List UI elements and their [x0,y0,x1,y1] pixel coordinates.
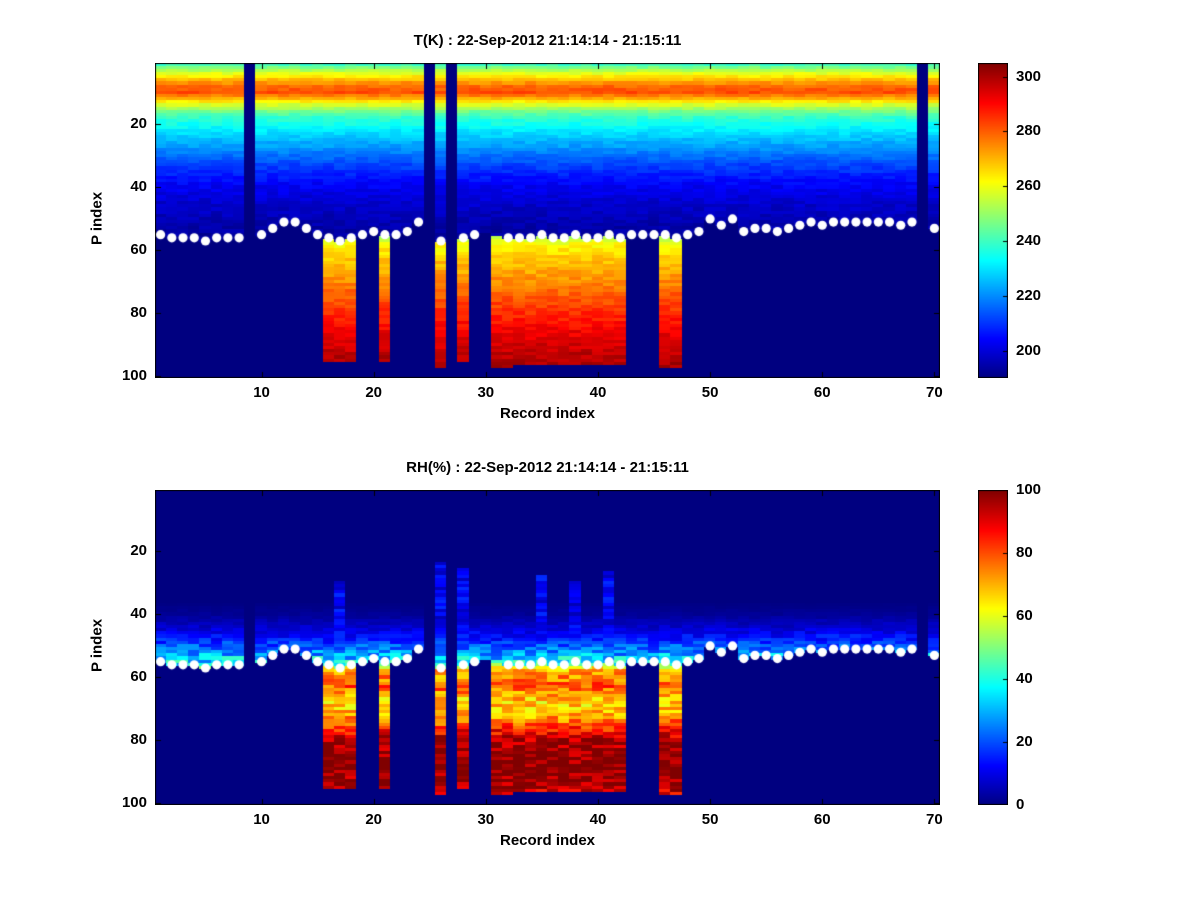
temperature-y-tick-label: 40 [130,178,147,196]
temperature-colorbar-tick-label: 260 [1016,177,1042,195]
humidity-heatmap-canvas [155,490,940,805]
relative_humidity-y-tick-label: 100 [121,794,147,812]
temperature-x-tick-label: 40 [589,384,607,401]
temperature-colorbar-tick-label: 300 [1016,67,1042,85]
relative_humidity-x-tick-label: 40 [589,811,607,828]
temperature-colorbar-tick-label: 200 [1016,341,1042,359]
temperature-xlabel: Record index [499,405,596,422]
humidity-title: RH(%) : 22-Sep-2012 21:14:14 - 21:15:11 [406,459,689,476]
temperature-ylabel: P index [88,191,106,246]
relative_humidity-colorbar-tick-label: 100 [1016,481,1042,498]
relative_humidity-colorbar-tick-label: 0 [1016,796,1025,813]
temperature-colorbar-tick-label: 220 [1016,286,1042,304]
temperature-x-tick-label: 10 [253,384,270,401]
temperature-heatmap-canvas [155,63,940,378]
relative_humidity-x-tick-label: 30 [477,811,495,828]
temperature-y-tick-label: 100 [121,367,147,385]
relative_humidity-colorbar-tick-label: 20 [1016,733,1033,750]
temperature-x-tick-label: 60 [813,384,831,401]
temperature-x-tick-label: 70 [926,384,943,401]
relative_humidity-x-tick-label: 70 [926,811,943,828]
temperature-y-tick-label: 20 [130,115,147,133]
temperature-x-tick-label: 20 [365,384,383,401]
relative_humidity-y-tick-label: 60 [130,668,147,686]
relative_humidity-y-tick-label: 20 [130,542,147,560]
humidity-xlabel: Record index [499,832,596,849]
humidity-colorbar [978,490,1008,805]
temperature-x-tick-label: 50 [701,384,719,401]
relative_humidity-x-tick-label: 60 [813,811,831,828]
relative_humidity-colorbar-tick-label: 60 [1016,607,1033,624]
relative_humidity-colorbar-tick-label: 80 [1016,544,1033,561]
temperature-colorbar-tick-label: 240 [1016,232,1042,250]
humidity-ylabel: P index [88,618,106,673]
relative_humidity-x-tick-label: 50 [701,811,719,828]
relative_humidity-y-tick-label: 80 [130,731,147,749]
temperature-colorbar-tick-label: 280 [1016,122,1042,140]
temperature-title: T(K) : 22-Sep-2012 21:14:14 - 21:15:11 [413,32,682,49]
temperature-x-tick-label: 30 [477,384,495,401]
relative_humidity-x-tick-label: 10 [253,811,270,828]
relative_humidity-y-tick-label: 40 [130,605,147,623]
relative_humidity-x-tick-label: 20 [365,811,383,828]
temperature-y-tick-label: 60 [130,241,147,259]
temperature-y-tick-label: 80 [130,304,147,322]
temperature-colorbar [978,63,1008,378]
relative_humidity-colorbar-tick-label: 40 [1016,670,1033,687]
